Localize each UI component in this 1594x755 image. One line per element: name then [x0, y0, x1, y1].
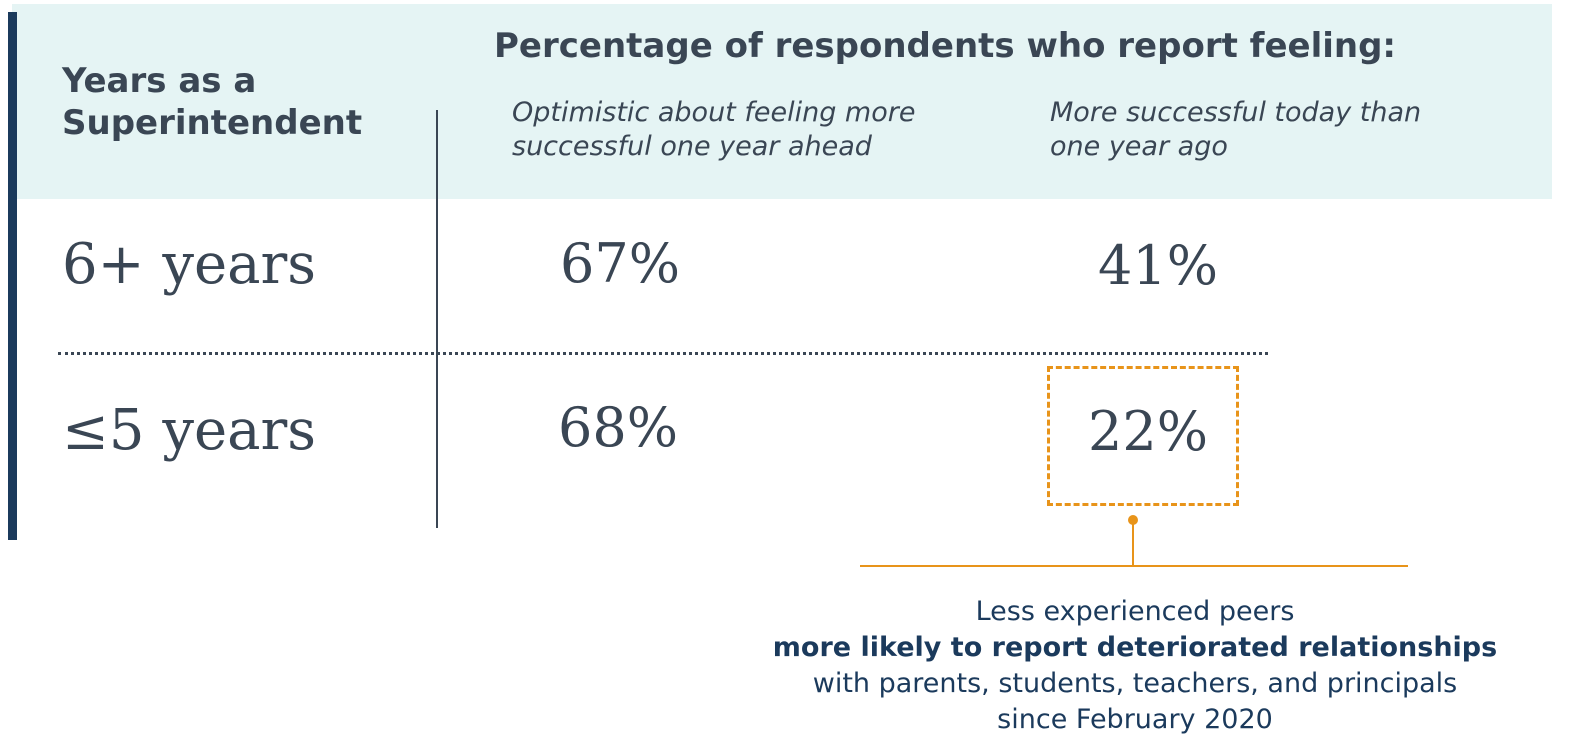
- annotation-line-2: more likely to report deteriorated relat…: [772, 632, 1498, 663]
- annotation-line-3: with parents, students, teachers, and pr…: [812, 668, 1458, 699]
- column-header-more-successful: More successful today than one year ago: [1050, 97, 1422, 162]
- row-header-label: Years as a Superintendent: [62, 61, 363, 143]
- column-header-optimistic: Optimistic about feeling more successful…: [512, 97, 916, 162]
- row-label-5-or-fewer-years: ≤5 years: [62, 398, 317, 463]
- annotation-line-4: since February 2020: [997, 704, 1273, 735]
- cell-5orless-more-successful: 22%: [1088, 400, 1209, 463]
- cell-5orless-optimistic: 68%: [558, 396, 679, 459]
- highlight-box: [1047, 366, 1239, 506]
- annotation-line-1: Less experienced peers: [975, 596, 1295, 627]
- callout-stem: [1132, 520, 1134, 566]
- callout-base-line: [860, 565, 1408, 567]
- cell-6plus-optimistic: 67%: [560, 232, 681, 295]
- table-title: Percentage of respondents who report fee…: [494, 26, 1397, 66]
- cell-6plus-more-successful: 41%: [1098, 234, 1219, 297]
- annotation: Less experienced peers more likely to re…: [680, 594, 1590, 738]
- accent-bar: [8, 12, 17, 540]
- column-divider: [436, 110, 438, 528]
- header-band: [12, 4, 1552, 199]
- row-label-6-plus-years: 6+ years: [62, 232, 317, 297]
- row-divider: [58, 352, 1268, 355]
